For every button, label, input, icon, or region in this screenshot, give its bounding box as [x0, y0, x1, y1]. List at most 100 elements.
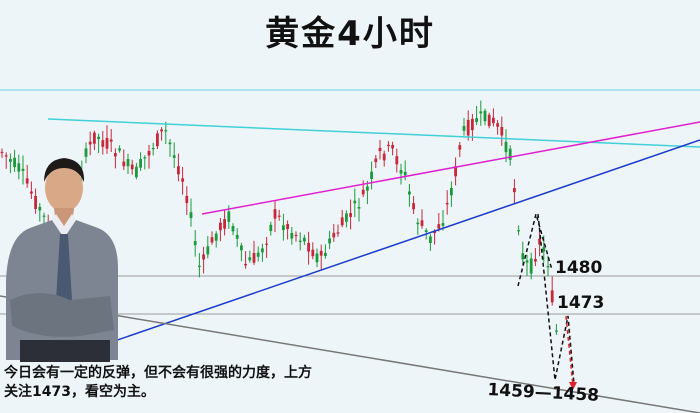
- candle-body-69: [290, 232, 294, 239]
- candle-body-78: [328, 238, 331, 244]
- candle-body-90: [378, 147, 382, 152]
- candle-body-105: [441, 223, 445, 226]
- candle-body-106: [445, 203, 449, 205]
- candle-body-4: [17, 163, 21, 172]
- candle-body-61: [256, 252, 260, 257]
- candle-body-56: [235, 235, 239, 239]
- candle-body-0: [0, 151, 4, 154]
- candle-body-63: [265, 243, 268, 245]
- candle-body-93: [391, 144, 394, 149]
- candle-body-77: [324, 252, 327, 257]
- candle-body-100: [420, 220, 424, 226]
- candle-body-50: [210, 237, 214, 243]
- candle-body-131: [550, 290, 554, 303]
- candle-body-72: [303, 237, 306, 242]
- candle-body-73: [307, 242, 310, 252]
- candle-body-91: [382, 153, 386, 161]
- candle-body-2: [9, 158, 12, 162]
- candle-body-24: [101, 140, 105, 147]
- candle-body-83: [349, 213, 352, 217]
- candle-body-129: [542, 247, 546, 252]
- candle-body-57: [240, 245, 243, 251]
- candle-body-111: [466, 119, 470, 136]
- candle-body-82: [345, 213, 348, 222]
- forecast-arrowhead: [569, 382, 577, 390]
- cyan-trendline: [47, 118, 700, 148]
- candle-body-76: [319, 250, 323, 256]
- candle-body-65: [273, 209, 277, 219]
- candle-body-55: [231, 226, 235, 232]
- candle-body-25: [105, 138, 109, 149]
- candle-body-26: [109, 139, 113, 142]
- candle-body-74: [311, 249, 315, 257]
- caption-line-1: 今日会有一定的反弹，但不会有很强的力度，上方: [4, 365, 312, 381]
- candle-body-9: [38, 206, 42, 211]
- candle-body-109: [458, 145, 462, 150]
- candle-body-132: [555, 330, 558, 332]
- candle-body-97: [408, 191, 411, 195]
- candle-body-113: [475, 118, 478, 122]
- candle-body-47: [198, 265, 201, 267]
- candle-body-52: [219, 222, 222, 231]
- level-label-1473: 1473: [557, 293, 605, 313]
- candle-body-128: [538, 238, 541, 245]
- candle-body-54: [227, 211, 231, 222]
- candle-body-45: [189, 212, 193, 219]
- candle-body-42: [177, 166, 180, 175]
- candle-body-28: [118, 148, 121, 151]
- candle-body-33: [139, 159, 142, 168]
- candle-body-68: [286, 224, 289, 229]
- level-label-1480: 1480: [555, 258, 603, 278]
- candle-body-127: [534, 259, 537, 262]
- candle-body-70: [294, 234, 298, 237]
- candle-body-89: [374, 158, 378, 163]
- pants: [20, 340, 110, 362]
- candle-body-3: [13, 157, 16, 168]
- candle-body-122: [513, 188, 516, 193]
- candle-body-29: [122, 161, 126, 167]
- candle-body-103: [433, 231, 436, 234]
- candle-body-118: [496, 123, 499, 127]
- candle-body-20: [84, 148, 88, 157]
- candle-body-71: [298, 240, 302, 243]
- candle-body-126: [529, 258, 533, 274]
- candle-body-10: [42, 215, 46, 217]
- candle-body-124: [521, 253, 525, 260]
- candle-body-94: [395, 156, 399, 165]
- candle-body-6: [25, 178, 29, 184]
- candle-body-101: [424, 230, 428, 233]
- candle-body-114: [479, 111, 483, 114]
- candle-body-22: [93, 132, 96, 144]
- candle-body-23: [97, 136, 100, 140]
- candle-body-125: [525, 260, 529, 263]
- page-title: 黄金4小时: [265, 14, 435, 54]
- candle-body-102: [429, 236, 432, 243]
- candle-body-112: [471, 118, 474, 131]
- candle-body-120: [504, 141, 508, 153]
- candle-body-79: [332, 232, 336, 238]
- candle-body-98: [412, 203, 415, 210]
- candle-body-67: [282, 225, 285, 231]
- candle-body-108: [454, 166, 457, 177]
- crossed-arms: [10, 293, 114, 337]
- candle-body-81: [340, 217, 344, 226]
- candle-body-58: [244, 263, 247, 266]
- candle-body-59: [248, 257, 252, 261]
- forecast-arrow-red: [565, 315, 574, 387]
- tie: [56, 234, 72, 312]
- magenta-trendline: [201, 121, 700, 215]
- candle-body-44: [185, 195, 189, 204]
- candle-body-66: [277, 215, 281, 217]
- candle-body-48: [202, 254, 205, 260]
- forecast-path-up: [517, 211, 553, 287]
- candle-body-36: [151, 147, 155, 150]
- candle-body-62: [261, 248, 264, 253]
- candle-body-110: [462, 126, 466, 131]
- candle-body-88: [370, 171, 373, 179]
- candle-body-117: [492, 117, 495, 124]
- candle-body-116: [487, 114, 491, 127]
- candle-body-21: [88, 141, 92, 145]
- candle-body-32: [135, 166, 138, 178]
- candle-body-115: [483, 110, 487, 122]
- candle-body-121: [508, 148, 512, 160]
